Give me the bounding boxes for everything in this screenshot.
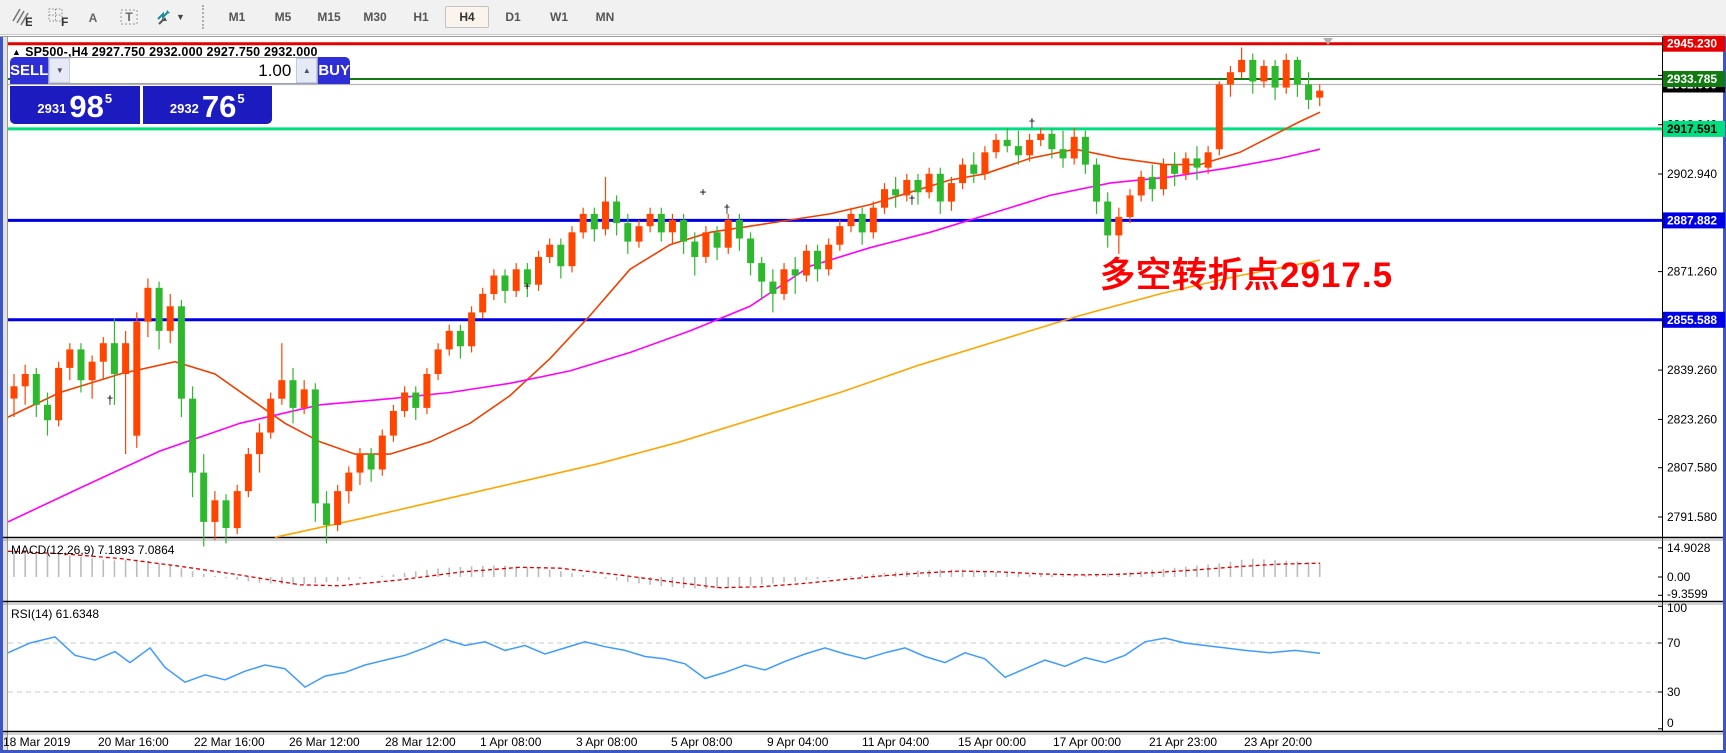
svg-text:2902.940: 2902.940 [1667,167,1717,181]
macd-signal-line [7,550,1321,589]
svg-text:2887.882: 2887.882 [1667,213,1717,227]
line-anchor-marker [1323,38,1333,45]
timeframe-h1[interactable]: H1 [413,10,429,24]
svg-text:0.00: 0.00 [1667,570,1691,584]
svg-text:T: T [125,10,133,24]
lot-size-group: ▼ ▲ [48,57,319,84]
svg-text:11 Apr 04:00: 11 Apr 04:00 [862,735,929,749]
ma-slow [274,259,1321,539]
svg-text:22 Mar 16:00: 22 Mar 16:00 [194,735,265,749]
rsi-line [7,636,1321,689]
svg-text:+: + [523,279,530,293]
lot-decrease-button[interactable]: ▼ [49,58,71,83]
svg-text:100: 100 [1667,601,1687,615]
symbol-ohlc-text: SP500-,H4 2927.750 2932.000 2927.750 293… [25,45,318,59]
sell-price-display[interactable]: 2931 98 5 [10,86,140,124]
svg-text:2917.591: 2917.591 [1667,122,1717,136]
svg-text:2945.230: 2945.230 [1667,37,1717,51]
svg-text:†: † [107,393,114,407]
svg-text:2933.785: 2933.785 [1667,72,1717,86]
svg-text:-9.3599: -9.3599 [1667,587,1708,601]
svg-text:0: 0 [1667,716,1674,730]
buy-price-prefix: 2932 [169,101,199,116]
svg-text:3 Apr 08:00: 3 Apr 08:00 [576,735,638,749]
svg-text:5 Apr 08:00: 5 Apr 08:00 [671,735,733,749]
svg-text:2823.260: 2823.260 [1667,412,1717,426]
timeframe-h4[interactable]: H4 [445,6,489,28]
buy-price-sup: 5 [237,91,245,106]
macd-indicator-label: MACD(12,26,9) 7.1893 7.0864 [11,543,175,557]
svg-text:F: F [61,15,68,28]
price-axis: 2934.9402918.9402902.9402871.2602839.260… [1658,35,1725,524]
sell-button[interactable]: SELL [10,57,49,84]
sell-price-prefix: 2931 [37,101,67,116]
chart-frame [0,36,1726,753]
toolbar-icon-group: E F A T ▼ [6,4,188,30]
svg-text:21 Apr 23:00: 21 Apr 23:00 [1149,735,1217,749]
svg-text:18 Mar 2019: 18 Mar 2019 [3,735,71,749]
time-axis: 18 Mar 2019 20 Mar 16:00 22 Mar 16:00 26 Ma… [3,735,1312,749]
chart-annotation-text: 多空转折点2917.5 [1100,256,1394,295]
svg-text:14.9028: 14.9028 [1667,541,1711,555]
timeframe-button-group: M1 M5 M15 M30 H1 H4 D1 W1 MN [215,6,627,28]
rsi-panel: 100 70 30 0 [7,601,1687,730]
svg-text:17 Apr 00:00: 17 Apr 00:00 [1053,735,1121,749]
svg-text:†: † [909,193,916,207]
toolbar: E F A T ▼ M1 M5 M15 M30 H1 H4 D1 W1 MN [0,0,1726,35]
svg-text:E: E [25,15,32,28]
text-box-icon[interactable]: T [114,4,144,30]
svg-text:†: † [724,202,731,216]
svg-text:1 Apr 08:00: 1 Apr 08:00 [480,735,542,749]
horizontal-level-lines [8,42,1662,322]
svg-text:70: 70 [1667,636,1681,650]
buy-button[interactable]: BUY [318,57,351,84]
svg-text:26 Mar 12:00: 26 Mar 12:00 [289,735,360,749]
svg-text:†: † [1029,116,1036,130]
collapse-arrow-icon[interactable]: ▲ [12,47,22,57]
lot-increase-button[interactable]: ▲ [296,58,318,83]
sell-price-sup: 5 [104,91,113,106]
svg-text:9 Apr 04:00: 9 Apr 04:00 [767,735,829,749]
svg-text:20 Mar 16:00: 20 Mar 16:00 [98,735,169,749]
svg-text:23 Apr 20:00: 23 Apr 20:00 [1244,735,1312,749]
buy-price-big: 76 [201,88,237,124]
timeframe-m1[interactable]: M1 [228,10,246,24]
lot-size-input[interactable] [70,58,297,83]
timeframe-w1[interactable]: W1 [550,10,568,24]
draw-study-icon[interactable]: E [6,4,36,30]
svg-text:+: + [699,185,706,199]
svg-text:15 Apr 00:00: 15 Apr 00:00 [958,735,1026,749]
candles-layer [10,47,1324,547]
sell-price-big: 98 [69,88,104,124]
svg-text:2839.260: 2839.260 [1667,363,1717,377]
timeframe-m30[interactable]: M30 [363,10,387,24]
timeframe-m5[interactable]: M5 [274,10,292,24]
svg-text:A: A [89,11,98,25]
font-label-icon[interactable]: A [78,4,108,30]
one-click-trade-panel: SELL ▼ ▲ BUY 2931 98 5 2932 76 5 [10,57,351,124]
svg-text:2855.588: 2855.588 [1667,313,1717,327]
svg-text:2807.580: 2807.580 [1667,461,1717,475]
svg-text:2871.260: 2871.260 [1667,265,1717,279]
svg-text:2791.580: 2791.580 [1667,510,1717,524]
toolbar-separator [202,5,205,29]
chart-object-marks: † + + † † † [107,38,1333,407]
objects-arrows-icon[interactable]: ▼ [150,4,188,30]
timeframe-m15[interactable]: M15 [317,10,341,24]
svg-text:30: 30 [1667,685,1681,699]
chart-symbol-title: ▲ SP500-,H4 2927.750 2932.000 2927.750 29… [12,45,318,59]
grid-lines-icon[interactable]: F [42,4,72,30]
buy-price-display[interactable]: 2932 76 5 [142,86,272,124]
timeframe-mn[interactable]: MN [595,10,615,24]
macd-panel: 14.9028 0.00 -9.3599 [7,541,1711,601]
rsi-indicator-label: RSI(14) 61.6348 [11,607,100,621]
timeframe-d1[interactable]: D1 [505,10,521,24]
svg-text:28 Mar 12:00: 28 Mar 12:00 [385,735,456,749]
chevron-down-icon[interactable]: ▼ [176,12,185,22]
